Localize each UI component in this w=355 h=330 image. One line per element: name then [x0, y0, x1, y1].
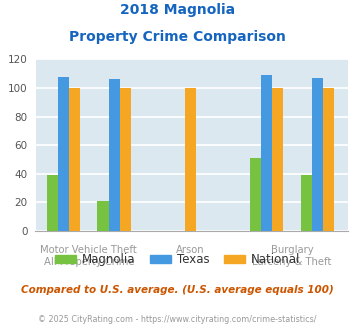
Bar — [323, 88, 334, 231]
Text: Motor Vehicle Theft: Motor Vehicle Theft — [40, 245, 137, 255]
Legend: Magnolia, Texas, National: Magnolia, Texas, National — [50, 248, 305, 271]
Text: Arson: Arson — [176, 245, 205, 255]
Text: Compared to U.S. average. (U.S. average equals 100): Compared to U.S. average. (U.S. average … — [21, 285, 334, 295]
Bar — [312, 78, 323, 231]
Bar — [301, 175, 312, 231]
Text: Burglary: Burglary — [271, 245, 313, 255]
Bar — [185, 88, 196, 231]
Bar — [272, 88, 283, 231]
Text: Larceny & Theft: Larceny & Theft — [252, 257, 332, 267]
Bar — [109, 80, 120, 231]
Bar — [58, 77, 69, 231]
Bar — [98, 201, 109, 231]
Bar — [47, 175, 58, 231]
Text: Property Crime Comparison: Property Crime Comparison — [69, 30, 286, 44]
Bar — [261, 75, 272, 231]
Text: All Property Crime: All Property Crime — [44, 257, 134, 267]
Bar — [69, 88, 80, 231]
Text: © 2025 CityRating.com - https://www.cityrating.com/crime-statistics/: © 2025 CityRating.com - https://www.city… — [38, 315, 317, 324]
Bar — [120, 88, 131, 231]
Bar — [250, 158, 261, 231]
Text: 2018 Magnolia: 2018 Magnolia — [120, 3, 235, 17]
